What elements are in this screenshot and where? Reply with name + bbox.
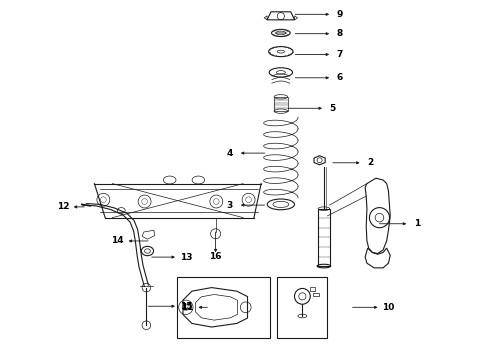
Text: 6: 6 bbox=[337, 73, 343, 82]
Text: 4: 4 bbox=[227, 149, 233, 158]
Text: 16: 16 bbox=[209, 252, 222, 261]
Text: 8: 8 bbox=[337, 29, 343, 38]
Text: 15: 15 bbox=[179, 302, 192, 311]
Text: 2: 2 bbox=[368, 158, 374, 167]
Text: 12: 12 bbox=[56, 202, 69, 211]
Text: 1: 1 bbox=[414, 219, 420, 228]
Bar bbox=[274, 97, 288, 111]
Text: 14: 14 bbox=[111, 237, 124, 246]
Bar bbox=[318, 209, 330, 266]
Bar bbox=[277, 277, 327, 338]
Text: 9: 9 bbox=[337, 10, 343, 19]
Text: 7: 7 bbox=[337, 50, 343, 59]
Bar bbox=[310, 287, 315, 291]
Bar bbox=[313, 293, 319, 296]
Text: 13: 13 bbox=[179, 253, 192, 262]
Bar bbox=[177, 277, 270, 338]
Text: 10: 10 bbox=[382, 303, 394, 312]
Text: 3: 3 bbox=[227, 201, 233, 210]
Text: 5: 5 bbox=[330, 104, 336, 113]
Text: 11: 11 bbox=[181, 303, 194, 312]
